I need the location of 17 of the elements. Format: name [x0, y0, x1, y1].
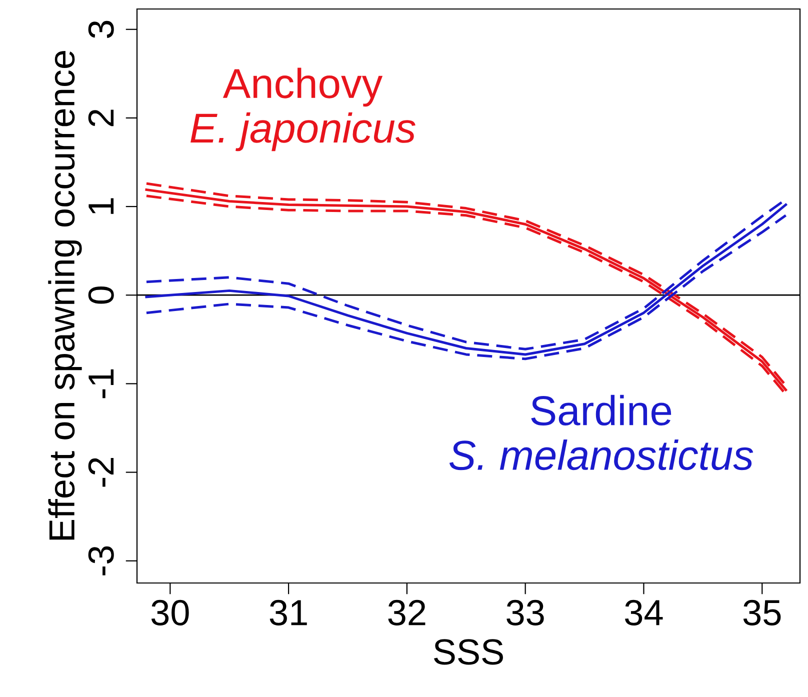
series-label: Sardine S. melanostictus [449, 394, 754, 470]
y-tick-label: -1 [88, 369, 114, 398]
y-tick-label: 1 [88, 198, 114, 214]
y-axis-title: Effect on spawning occurrence [48, 51, 82, 540]
x-tick-label: 33 [506, 600, 544, 626]
y-tick-label: 0 [88, 286, 114, 304]
x-tick-label: 30 [151, 600, 189, 626]
x-tick-label: 35 [743, 600, 781, 626]
x-tick-label: 32 [388, 600, 426, 626]
y-tick-label: 2 [88, 110, 114, 126]
series-label: Anchovy E. japonicus [190, 68, 416, 152]
x-tick-label: 31 [270, 600, 307, 626]
y-tick-label: -3 [88, 546, 114, 576]
x-axis-title: SSS [434, 639, 503, 665]
y-tick-label: -2 [88, 458, 114, 487]
x-tick-label: 34 [625, 600, 663, 626]
y-tick-label: 3 [88, 20, 114, 38]
